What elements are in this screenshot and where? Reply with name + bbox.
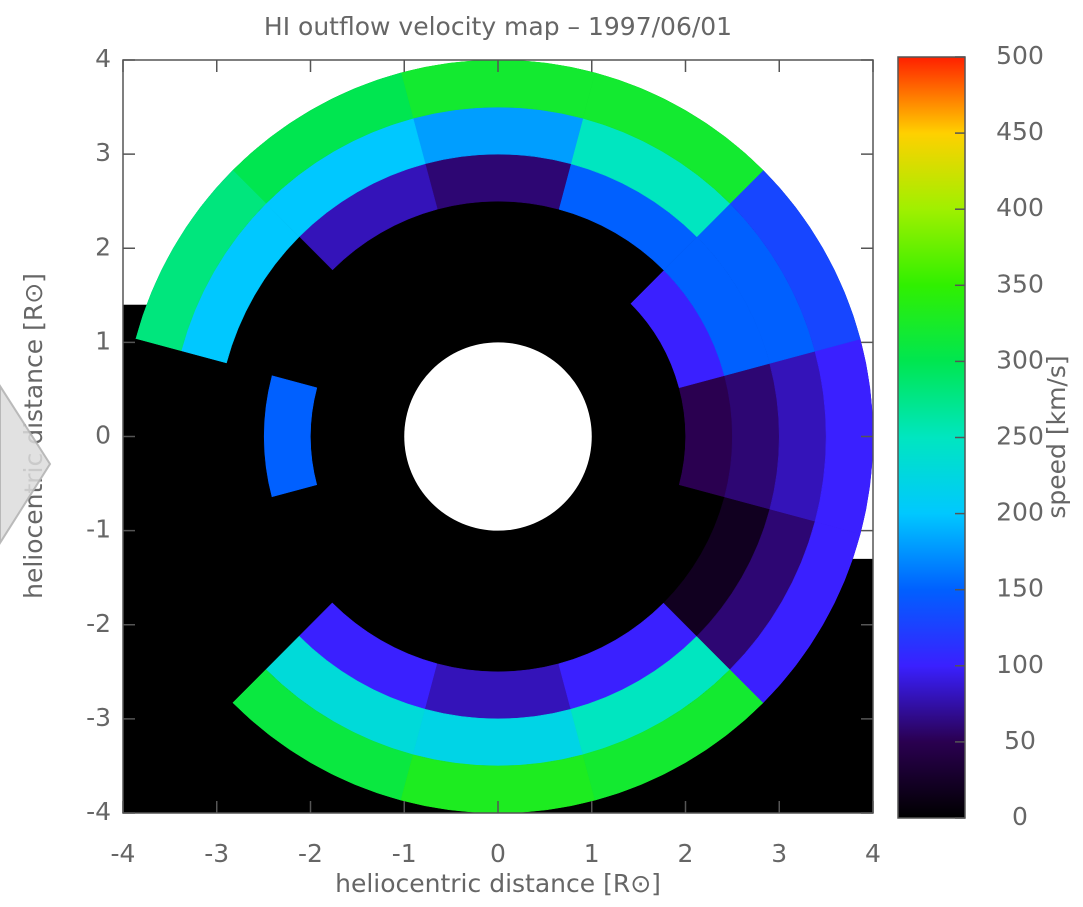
map-cell: [729, 521, 861, 704]
colorbar-tick-label: 400: [996, 193, 1044, 222]
plot-area: [122, 59, 874, 814]
colorbar-tick-label: 200: [996, 498, 1044, 527]
x-tick-label: 2: [678, 839, 694, 868]
chart-title: HI outflow velocity map – 1997/06/01: [264, 12, 732, 41]
colorbar: [897, 56, 966, 819]
colorbar-tick-label: 450: [996, 117, 1044, 146]
map-cell: [263, 375, 318, 498]
x-tick-label: -3: [204, 839, 229, 868]
sun-disk: [404, 342, 592, 531]
carousel-arrow[interactable]: [0, 384, 52, 545]
x-tick-label: -2: [298, 839, 323, 868]
y-tick-label: 0: [95, 421, 111, 450]
x-tick-label: 0: [490, 839, 506, 868]
map-cell: [216, 363, 272, 510]
y-tick-label: -3: [86, 703, 111, 732]
colorbar-tick-label: 350: [996, 269, 1044, 298]
colorbar-tick-label: 50: [1004, 726, 1036, 755]
map-cell: [424, 153, 572, 210]
x-tick-label: -4: [111, 839, 136, 868]
x-axis-label: heliocentric distance [R⊙]: [335, 869, 661, 898]
map-cell: [678, 375, 733, 498]
colorbar-label: speed [km/s]: [1042, 355, 1071, 518]
x-tick-label: 1: [584, 839, 600, 868]
colorbar-tick-label: 150: [996, 574, 1044, 603]
y-tick-label: -4: [86, 797, 111, 826]
colorbar-tick-label: 250: [996, 422, 1044, 451]
colorbar-tick-label: 500: [996, 41, 1044, 70]
y-tick-label: 2: [95, 232, 111, 261]
y-tick-label: 4: [95, 44, 111, 73]
colorbar-tick-label: 100: [996, 650, 1044, 679]
y-tick-label: -1: [86, 515, 111, 544]
colorbar-tick-label: 300: [996, 345, 1044, 374]
y-tick-label: -2: [86, 609, 111, 638]
x-tick-label: -1: [392, 839, 417, 868]
map-cell: [437, 200, 559, 255]
map-cell: [437, 618, 559, 673]
x-tick-label: 4: [865, 839, 881, 868]
map-cell: [724, 363, 780, 510]
colorbar-tick-label: 0: [1012, 802, 1028, 831]
y-tick-label: 3: [95, 138, 111, 167]
map-cell: [424, 663, 572, 720]
y-tick-label: 1: [95, 326, 111, 355]
x-tick-label: 3: [771, 839, 787, 868]
